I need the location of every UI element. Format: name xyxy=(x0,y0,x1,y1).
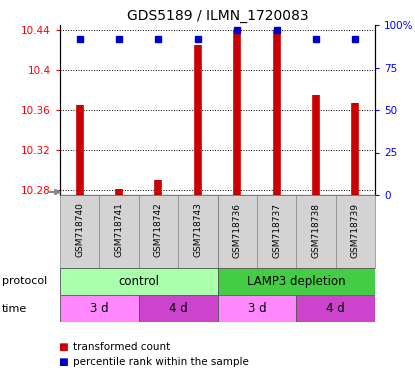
Text: ■: ■ xyxy=(58,357,68,367)
Text: GSM718739: GSM718739 xyxy=(351,202,360,258)
Bar xyxy=(60,195,99,268)
Bar xyxy=(217,195,257,268)
Bar xyxy=(217,295,296,322)
Text: 3 d: 3 d xyxy=(248,302,266,315)
Text: GSM718742: GSM718742 xyxy=(154,203,163,257)
Bar xyxy=(139,195,178,268)
Bar xyxy=(139,295,217,322)
Text: transformed count: transformed count xyxy=(73,342,170,352)
Text: ■: ■ xyxy=(58,342,68,352)
Text: GSM718738: GSM718738 xyxy=(311,202,320,258)
Text: LAMP3 depletion: LAMP3 depletion xyxy=(247,275,346,288)
Text: 4 d: 4 d xyxy=(326,302,345,315)
Text: 4 d: 4 d xyxy=(169,302,188,315)
Bar xyxy=(99,195,139,268)
Bar xyxy=(217,268,375,295)
Bar xyxy=(336,195,375,268)
Text: GSM718743: GSM718743 xyxy=(193,203,203,258)
Bar xyxy=(296,195,336,268)
Text: GSM718741: GSM718741 xyxy=(115,203,124,258)
Text: GSM718737: GSM718737 xyxy=(272,202,281,258)
Text: GSM718736: GSM718736 xyxy=(233,202,242,258)
Text: 3 d: 3 d xyxy=(90,302,109,315)
Text: percentile rank within the sample: percentile rank within the sample xyxy=(73,357,249,367)
Bar xyxy=(60,268,217,295)
Bar xyxy=(60,295,139,322)
Bar xyxy=(296,295,375,322)
Text: protocol: protocol xyxy=(2,276,47,286)
Title: GDS5189 / ILMN_1720083: GDS5189 / ILMN_1720083 xyxy=(127,8,308,23)
Text: time: time xyxy=(2,303,27,313)
Bar xyxy=(257,195,296,268)
Text: control: control xyxy=(118,275,159,288)
Bar xyxy=(178,195,217,268)
Text: GSM718740: GSM718740 xyxy=(75,203,84,258)
